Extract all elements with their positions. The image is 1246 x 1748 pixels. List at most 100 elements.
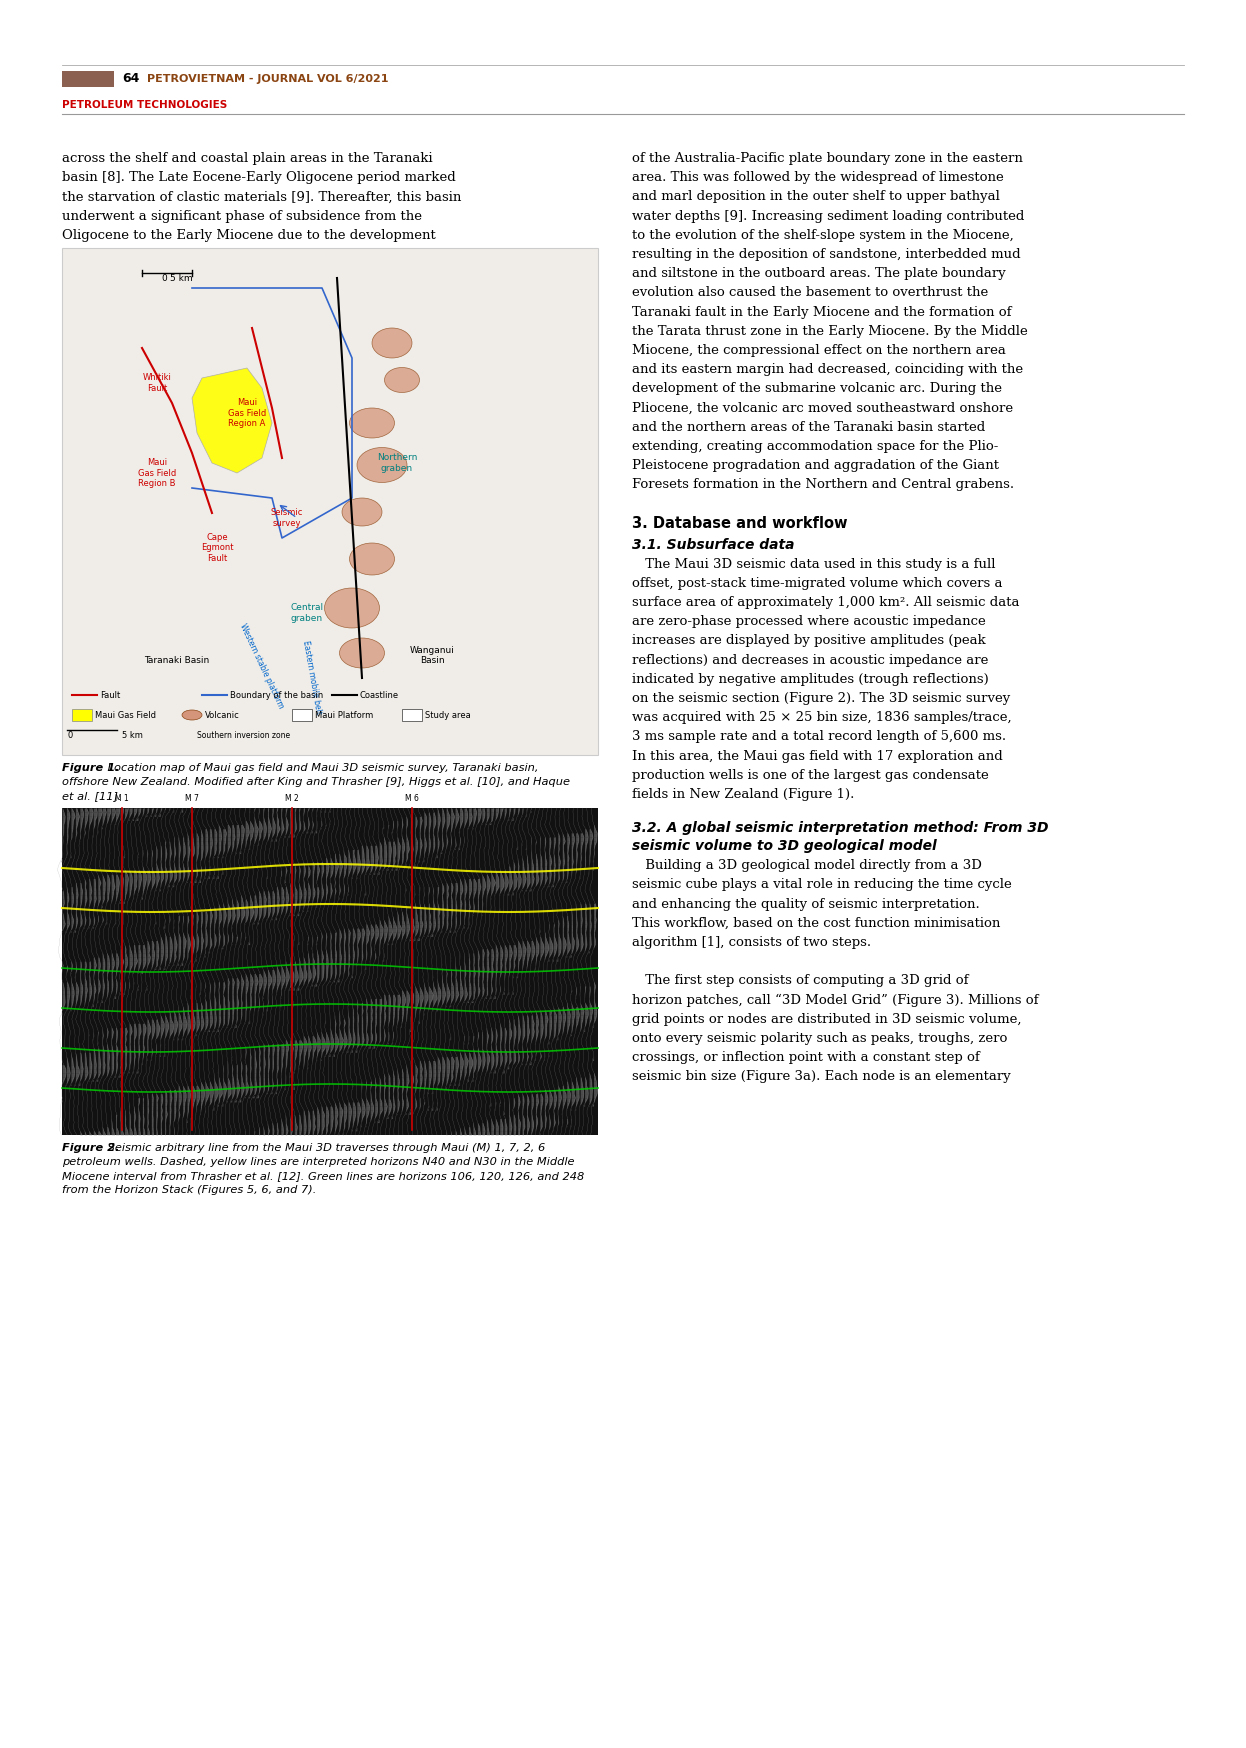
Text: Pliocene, the volcanic arc moved southeastward onshore: Pliocene, the volcanic arc moved southea… (632, 402, 1013, 414)
Text: 0: 0 (67, 731, 72, 739)
Ellipse shape (182, 710, 202, 720)
Text: onto every seismic polarity such as peaks, troughs, zero: onto every seismic polarity such as peak… (632, 1031, 1007, 1045)
Text: M 7: M 7 (186, 794, 199, 802)
Text: to the evolution of the shelf-slope system in the Miocene,: to the evolution of the shelf-slope syst… (632, 229, 1014, 241)
Text: Cape
Egmont
Fault: Cape Egmont Fault (201, 533, 233, 563)
Text: the starvation of clastic materials [9]. Thereafter, this basin: the starvation of clastic materials [9].… (62, 191, 461, 203)
Text: Taranaki fault in the Early Miocene and the formation of: Taranaki fault in the Early Miocene and … (632, 306, 1012, 318)
Text: resulting in the deposition of sandstone, interbedded mud: resulting in the deposition of sandstone… (632, 248, 1020, 260)
Bar (402, 710, 422, 720)
Ellipse shape (349, 544, 395, 575)
Text: seismic cube plays a vital role in reducing the time cycle: seismic cube plays a vital role in reduc… (632, 879, 1012, 891)
Text: horizon patches, call “3D Model Grid” (Figure 3). Millions of: horizon patches, call “3D Model Grid” (F… (632, 993, 1038, 1007)
Text: This workflow, based on the cost function minimisation: This workflow, based on the cost functio… (632, 916, 1001, 930)
Text: Seismic
survey: Seismic survey (270, 509, 303, 528)
Text: from the Horizon Stack (Figures 5, 6, and 7).: from the Horizon Stack (Figures 5, 6, an… (62, 1185, 316, 1196)
Text: M 6: M 6 (405, 794, 419, 802)
Text: Central
graben: Central graben (290, 603, 324, 622)
Text: Foresets formation in the Northern and Central grabens.: Foresets formation in the Northern and C… (632, 479, 1014, 491)
Text: Location map of Maui gas field and Maui 3D seismic survey, Taranaki basin,: Location map of Maui gas field and Maui … (103, 762, 538, 773)
Text: 5 km: 5 km (122, 731, 143, 739)
Text: underwent a significant phase of subsidence from the: underwent a significant phase of subside… (62, 210, 422, 222)
Bar (62, 248, 598, 755)
Text: Miocene interval from Thrasher et al. [12]. Green lines are horizons 106, 120, 1: Miocene interval from Thrasher et al. [1… (62, 1171, 584, 1182)
Text: PETROLEUM TECHNOLOGIES: PETROLEUM TECHNOLOGIES (62, 100, 227, 110)
Text: Volcanic: Volcanic (206, 710, 239, 720)
Ellipse shape (358, 447, 407, 482)
Text: M 2: M 2 (285, 794, 299, 802)
Text: basin [8]. The Late Eocene-Early Oligocene period marked: basin [8]. The Late Eocene-Early Oligoce… (62, 171, 456, 184)
Text: grid points or nodes are distributed in 3D seismic volume,: grid points or nodes are distributed in … (632, 1012, 1022, 1026)
Bar (292, 710, 312, 720)
Ellipse shape (324, 587, 380, 628)
Polygon shape (192, 369, 272, 474)
Text: Wanganui
Basin: Wanganui Basin (410, 645, 455, 664)
Text: Eastern mobile belt: Eastern mobile belt (302, 640, 323, 715)
Text: are zero-phase processed where acoustic impedance: are zero-phase processed where acoustic … (632, 615, 986, 628)
Text: Coastline: Coastline (360, 690, 399, 699)
Ellipse shape (349, 407, 395, 439)
Text: Maui
Gas Field
Region A: Maui Gas Field Region A (228, 399, 267, 428)
Text: offset, post-stack time-migrated volume which covers a: offset, post-stack time-migrated volume … (632, 577, 1003, 589)
Bar (62, 72, 113, 87)
Text: 0: 0 (161, 274, 167, 283)
Text: Northern
graben: Northern graben (376, 453, 417, 472)
Text: et al. [11].: et al. [11]. (62, 792, 122, 801)
Text: Seismic arbitrary line from the Maui 3D traverses through Maui (M) 1, 7, 2, 6: Seismic arbitrary line from the Maui 3D … (103, 1143, 546, 1154)
Bar (72, 710, 92, 720)
Ellipse shape (373, 329, 412, 358)
Text: on the seismic section (Figure 2). The 3D seismic survey: on the seismic section (Figure 2). The 3… (632, 692, 1011, 704)
Text: and the northern areas of the Taranaki basin started: and the northern areas of the Taranaki b… (632, 421, 986, 434)
Text: 64: 64 (122, 72, 140, 86)
Text: Building a 3D geological model directly from a 3D: Building a 3D geological model directly … (632, 860, 982, 872)
Text: indicated by negative amplitudes (trough reflections): indicated by negative amplitudes (trough… (632, 673, 989, 685)
Text: the Tarata thrust zone in the Early Miocene. By the Middle: the Tarata thrust zone in the Early Mioc… (632, 325, 1028, 337)
Text: and enhancing the quality of seismic interpretation.: and enhancing the quality of seismic int… (632, 898, 979, 911)
Ellipse shape (341, 498, 383, 526)
Text: surface area of approximately 1,000 km². All seismic data: surface area of approximately 1,000 km².… (632, 596, 1019, 608)
Text: across the shelf and coastal plain areas in the Taranaki: across the shelf and coastal plain areas… (62, 152, 432, 164)
Text: fields in New Zealand (Figure 1).: fields in New Zealand (Figure 1). (632, 788, 855, 801)
Text: Study area: Study area (425, 710, 471, 720)
Text: and marl deposition in the outer shelf to upper bathyal: and marl deposition in the outer shelf t… (632, 191, 999, 203)
Text: seismic bin size (Figure 3a). Each node is an elementary: seismic bin size (Figure 3a). Each node … (632, 1070, 1011, 1084)
Text: M 1: M 1 (115, 794, 128, 802)
Text: and its eastern margin had decreased, coinciding with the: and its eastern margin had decreased, co… (632, 364, 1023, 376)
Text: 3.2. A global seismic interpretation method: From 3D: 3.2. A global seismic interpretation met… (632, 822, 1048, 836)
Text: Boundary of the basin: Boundary of the basin (231, 690, 323, 699)
Text: offshore New Zealand. Modified after King and Thrasher [9], Higgs et al. [10], a: offshore New Zealand. Modified after Kin… (62, 778, 569, 787)
Text: of the Australia-Pacific plate boundary zone in the eastern: of the Australia-Pacific plate boundary … (632, 152, 1023, 164)
Text: Oligocene to the Early Miocene due to the development: Oligocene to the Early Miocene due to th… (62, 229, 436, 241)
Text: Fault: Fault (100, 690, 121, 699)
Text: Whitiki
Fault: Whitiki Fault (142, 374, 172, 393)
Text: crossings, or inflection point with a constant step of: crossings, or inflection point with a co… (632, 1051, 979, 1065)
Text: development of the submarine volcanic arc. During the: development of the submarine volcanic ar… (632, 383, 1002, 395)
Text: petroleum wells. Dashed, yellow lines are interpreted horizons N40 and N30 in th: petroleum wells. Dashed, yellow lines ar… (62, 1157, 574, 1168)
Ellipse shape (385, 367, 420, 393)
Text: 3.1. Subsurface data: 3.1. Subsurface data (632, 538, 795, 552)
Text: seismic volume to 3D geological model: seismic volume to 3D geological model (632, 839, 937, 853)
Text: 5 km: 5 km (169, 274, 193, 283)
Text: The Maui 3D seismic data used in this study is a full: The Maui 3D seismic data used in this st… (632, 558, 996, 570)
Text: increases are displayed by positive amplitudes (peak: increases are displayed by positive ampl… (632, 635, 986, 647)
Text: Maui
Gas Field
Region B: Maui Gas Field Region B (138, 458, 176, 488)
Text: Figure 2.: Figure 2. (62, 1143, 120, 1154)
Text: area. This was followed by the widespread of limestone: area. This was followed by the widesprea… (632, 171, 1004, 184)
Text: Pleistocene progradation and aggradation of the Giant: Pleistocene progradation and aggradation… (632, 460, 999, 472)
Text: Maui Gas Field: Maui Gas Field (95, 710, 156, 720)
Ellipse shape (339, 638, 385, 668)
Text: algorithm [1], consists of two steps.: algorithm [1], consists of two steps. (632, 935, 871, 949)
Text: extending, creating accommodation space for the Plio-: extending, creating accommodation space … (632, 440, 998, 453)
Text: Figure 1.: Figure 1. (62, 762, 120, 773)
Text: Maui Platform: Maui Platform (315, 710, 374, 720)
Text: PETROVIETNAM - JOURNAL VOL 6/2021: PETROVIETNAM - JOURNAL VOL 6/2021 (147, 73, 389, 84)
Text: water depths [9]. Increasing sediment loading contributed: water depths [9]. Increasing sediment lo… (632, 210, 1024, 222)
Text: evolution also caused the basement to overthrust the: evolution also caused the basement to ov… (632, 287, 988, 299)
Text: The first step consists of computing a 3D grid of: The first step consists of computing a 3… (632, 974, 968, 988)
Text: Miocene, the compressional effect on the northern area: Miocene, the compressional effect on the… (632, 344, 1006, 357)
Text: and siltstone in the outboard areas. The plate boundary: and siltstone in the outboard areas. The… (632, 267, 1006, 280)
Bar (62, 808, 598, 1134)
Text: production wells is one of the largest gas condensate: production wells is one of the largest g… (632, 769, 989, 781)
Text: 3. Database and workflow: 3. Database and workflow (632, 516, 847, 531)
Text: In this area, the Maui gas field with 17 exploration and: In this area, the Maui gas field with 17… (632, 750, 1003, 762)
